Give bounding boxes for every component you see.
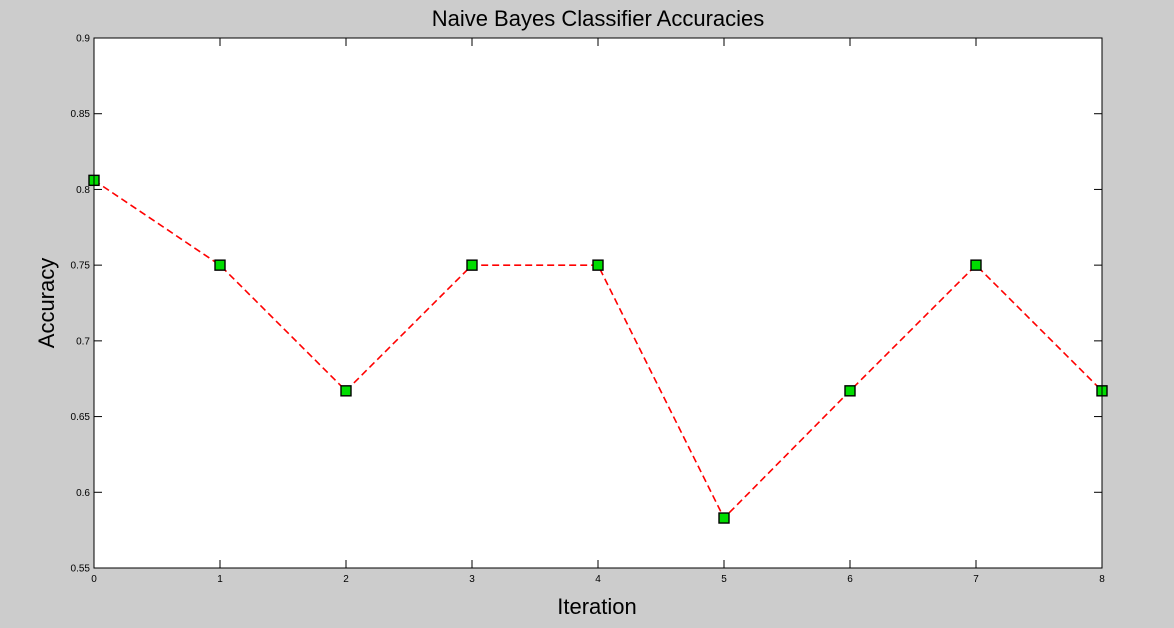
x-tick-label: 5 xyxy=(721,574,727,585)
series-layer xyxy=(88,174,1108,524)
y-tick-label: 0.85 xyxy=(71,109,91,120)
data-point-marker xyxy=(718,512,730,524)
y-tick-label: 0.8 xyxy=(76,185,90,196)
x-tick-label: 4 xyxy=(595,574,601,585)
y-tick-label: 0.75 xyxy=(71,261,91,272)
x-tick-label: 0 xyxy=(91,574,97,585)
x-axis-label: Iteration xyxy=(557,594,637,619)
data-point-marker xyxy=(466,259,478,271)
plot-area xyxy=(94,38,1102,568)
y-tick-label: 0.55 xyxy=(71,564,91,575)
plot-frame xyxy=(93,37,1103,569)
y-axis-label: Accuracy xyxy=(34,258,59,348)
y-tick-label: 0.6 xyxy=(76,488,90,499)
chart-title: Naive Bayes Classifier Accuracies xyxy=(432,6,765,31)
x-tick-label: 2 xyxy=(343,574,349,585)
x-tick-labels: 0 1 2 3 4 5 6 7 8 xyxy=(91,574,1105,585)
x-tick-label: 8 xyxy=(1099,574,1105,585)
y-tick-labels: 0.55 0.6 0.65 0.7 0.75 0.8 0.85 0.9 xyxy=(71,34,91,575)
data-point-marker xyxy=(970,259,982,271)
y-tick-label: 0.9 xyxy=(76,34,90,45)
data-point-marker xyxy=(340,385,352,397)
x-tick-label: 3 xyxy=(469,574,475,585)
x-tick-label: 7 xyxy=(973,574,979,585)
data-point-marker xyxy=(844,385,856,397)
x-tick-label: 1 xyxy=(217,574,223,585)
y-tick-label: 0.65 xyxy=(71,412,91,423)
data-point-marker xyxy=(214,259,226,271)
y-tick-label: 0.7 xyxy=(76,336,90,347)
x-tick-label: 6 xyxy=(847,574,853,585)
data-point-marker xyxy=(592,259,604,271)
